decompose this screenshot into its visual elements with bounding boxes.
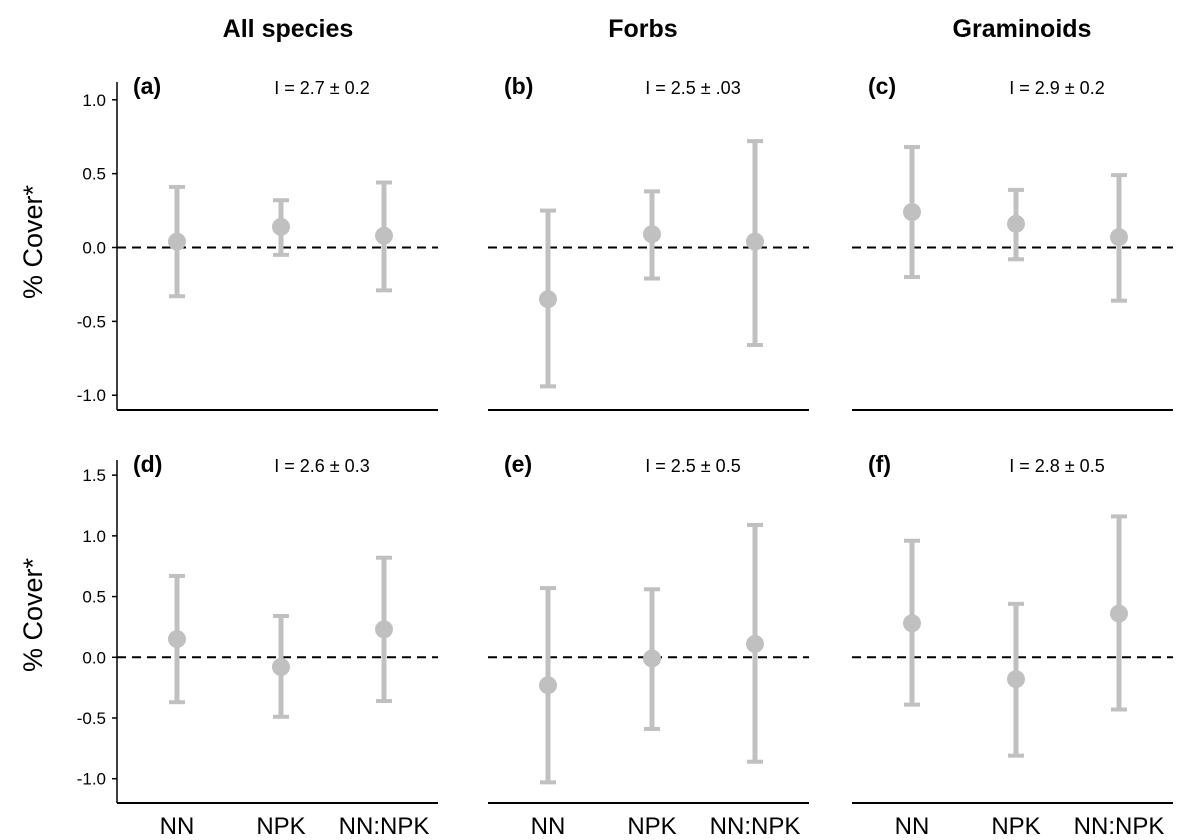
data-point xyxy=(1007,214,1025,233)
panel-annotation: I = 2.7 ± 0.2 xyxy=(274,78,369,98)
data-point xyxy=(168,232,186,251)
data-point xyxy=(168,630,186,649)
y-tick-label: 1.5 xyxy=(82,466,106,485)
panel-label: (a) xyxy=(133,73,161,99)
data-point xyxy=(1110,228,1128,247)
panel-annotation: I = 2.5 ± .03 xyxy=(645,78,740,98)
panel-e: (e) I = 2.5 ± 0.5 xyxy=(488,451,809,804)
panel-annotation: I = 2.5 ± 0.5 xyxy=(645,456,740,476)
category-label-nnnpk-col2: NN:NPK xyxy=(710,813,801,840)
panel-label: (f) xyxy=(868,451,891,477)
column-title-forbs: Forbs xyxy=(608,15,677,43)
panel-label: (b) xyxy=(504,73,533,99)
panel-annotation: I = 2.9 ± 0.2 xyxy=(1009,78,1104,98)
category-label-npk-col1: NPK xyxy=(256,813,305,840)
panel-c: (c) I = 2.9 ± 0.2 xyxy=(852,73,1173,411)
data-point xyxy=(375,226,393,245)
data-point xyxy=(643,225,661,244)
panel-d: 1.5 1.0 0.5 0.0 -0.5 -1.0 (d) I = 2.6 ± 0.3 xyxy=(77,451,438,804)
data-point xyxy=(375,620,393,639)
y-tick-label: 1.0 xyxy=(82,91,106,110)
panel-label: (e) xyxy=(504,451,532,477)
category-label-nnnpk-col3: NN:NPK xyxy=(1074,813,1165,840)
data-point xyxy=(746,634,764,653)
data-point xyxy=(1110,604,1128,623)
y-tick-label: 0.5 xyxy=(82,588,106,607)
data-point xyxy=(539,290,557,309)
panel-f: (f) I = 2.8 ± 0.5 xyxy=(852,451,1173,804)
panel-label: (c) xyxy=(868,73,896,99)
data-point xyxy=(1007,670,1025,689)
y-axis-label-bottom: % Cover* xyxy=(18,557,48,672)
y-tick-label: 0.0 xyxy=(82,648,106,667)
y-tick-label: -1.0 xyxy=(77,770,106,789)
data-point xyxy=(903,203,921,222)
category-label-npk-col3: NPK xyxy=(991,813,1040,840)
category-label-nn-col3: NN xyxy=(895,813,930,840)
y-tick-label: 0.5 xyxy=(82,165,106,184)
y-tick-label: -1.0 xyxy=(77,386,106,405)
data-point xyxy=(903,614,921,633)
data-point xyxy=(272,658,290,676)
y-tick-label: 1.0 xyxy=(82,527,106,546)
panel-annotation: I = 2.6 ± 0.3 xyxy=(274,456,369,476)
data-point xyxy=(643,649,661,668)
column-title-graminoids: Graminoids xyxy=(953,15,1092,43)
category-label-nn-col2: NN xyxy=(531,813,566,840)
panels: 1.0 0.5 0.0 -0.5 -1.0 (a) I = 2.7 ± 0.2 (b) I = … xyxy=(77,73,1173,804)
data-point xyxy=(539,676,557,695)
panel-b: (b) I = 2.5 ± .03 xyxy=(488,73,809,411)
category-label-npk-col2: NPK xyxy=(627,813,676,840)
category-label-nnnpk-col1: NN:NPK xyxy=(339,813,430,840)
data-point xyxy=(746,232,764,251)
data-point xyxy=(272,217,290,236)
panel-annotation: I = 2.8 ± 0.5 xyxy=(1009,456,1104,476)
panel-label: (d) xyxy=(133,451,162,477)
panel-a: 1.0 0.5 0.0 -0.5 -1.0 (a) I = 2.7 ± 0.2 xyxy=(77,73,438,411)
y-tick-label: -0.5 xyxy=(77,709,106,728)
category-label-nn-col1: NN xyxy=(160,813,195,840)
y-axis-label-top: % Cover* xyxy=(18,184,48,299)
y-tick-label: -0.5 xyxy=(77,312,106,331)
y-tick-label: 0.0 xyxy=(82,239,106,258)
column-title-all-species: All species xyxy=(223,15,354,43)
